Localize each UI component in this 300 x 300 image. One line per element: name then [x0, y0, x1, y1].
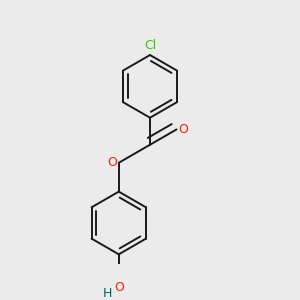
Text: O: O	[107, 156, 117, 169]
Text: H: H	[102, 287, 112, 300]
Text: Cl: Cl	[144, 39, 156, 52]
Text: O: O	[114, 281, 124, 294]
Text: O: O	[178, 123, 188, 136]
